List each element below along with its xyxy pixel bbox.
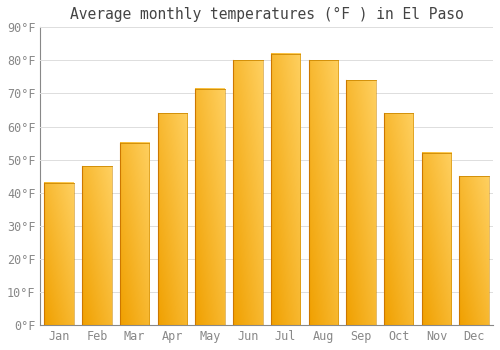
Title: Average monthly temperatures (°F ) in El Paso: Average monthly temperatures (°F ) in El… [70,7,464,22]
